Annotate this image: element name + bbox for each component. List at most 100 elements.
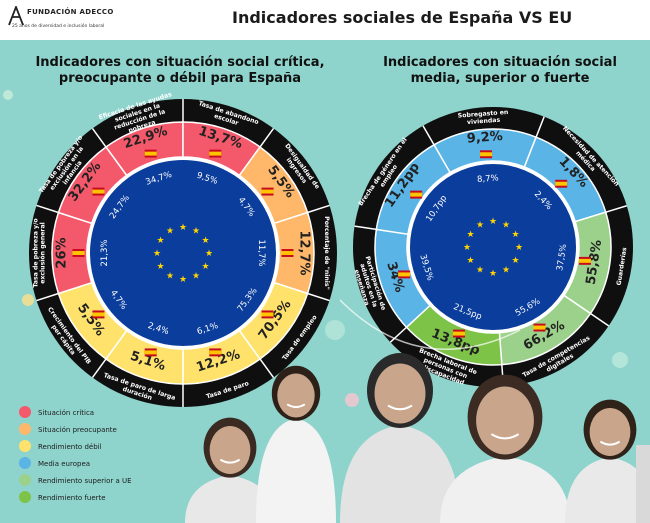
eu-star-icon: ★ bbox=[179, 223, 187, 233]
eu-star-icon: ★ bbox=[192, 272, 200, 282]
spain-flag-icon bbox=[144, 348, 157, 357]
eu-star-icon: ★ bbox=[153, 249, 161, 259]
legend-swatch bbox=[19, 406, 31, 418]
person-edge bbox=[636, 445, 650, 523]
ring-separator bbox=[36, 292, 59, 302]
eu-value: 8,7% bbox=[477, 173, 499, 185]
legend-label: Rendimiento superior a UE bbox=[38, 477, 132, 485]
ring-separator bbox=[535, 116, 545, 138]
spain-flag-icon bbox=[480, 150, 493, 159]
legend-label: Rendimiento débil bbox=[38, 443, 102, 451]
spain-flag-icon bbox=[410, 190, 423, 199]
legend-label: Media europea bbox=[38, 460, 90, 468]
eu-value: 37,5% bbox=[555, 243, 569, 271]
legend: Situación crítica Situación preocupante Re… bbox=[19, 406, 132, 503]
people-photo bbox=[185, 299, 650, 523]
spain-value: 26% bbox=[55, 237, 70, 268]
left-chart-title: Indicadores con situación social crítica… bbox=[35, 55, 324, 70]
eu-star-icon: ★ bbox=[192, 226, 200, 236]
ring-separator bbox=[389, 326, 408, 343]
woman-photo bbox=[440, 374, 570, 523]
right-chart-title: Indicadores con situación social bbox=[383, 55, 617, 70]
eu-star-icon: ★ bbox=[489, 217, 497, 227]
spain-value: 12,7% bbox=[297, 230, 312, 275]
girl-photo bbox=[185, 417, 275, 523]
ring-separator bbox=[91, 127, 107, 148]
indicator-label: Tasa de pobreza y/oexclusión general bbox=[32, 218, 46, 287]
logo-icon bbox=[8, 6, 24, 26]
ring-separator bbox=[259, 358, 275, 379]
man-photo bbox=[340, 353, 460, 523]
eu-star-icon: ★ bbox=[476, 220, 484, 230]
spain-flag-icon bbox=[72, 249, 85, 257]
eu-disc bbox=[410, 164, 576, 330]
ring-separator bbox=[259, 127, 275, 148]
eu-star-icon: ★ bbox=[511, 230, 519, 240]
ring-separator bbox=[422, 125, 435, 146]
legend-swatch bbox=[19, 491, 31, 503]
legend-label: Situación crítica bbox=[38, 409, 94, 417]
indicator-label: Porcentaje de "ninis" bbox=[323, 216, 330, 290]
spain-flag-icon bbox=[533, 323, 546, 332]
ring-separator bbox=[590, 312, 610, 327]
ring-separator bbox=[36, 204, 59, 214]
spain-flag-icon bbox=[398, 270, 411, 279]
eu-star-icon: ★ bbox=[489, 269, 497, 279]
header: FUNDACIÓN ADECCO 25 años de diversidad e… bbox=[0, 0, 650, 40]
decor-dot bbox=[345, 393, 359, 407]
legend-swatch bbox=[19, 457, 31, 469]
left-radial-chart: Eficacia de las ayudassociales en laredu… bbox=[29, 91, 337, 407]
ring-separator bbox=[307, 204, 330, 214]
eu-star-icon: ★ bbox=[466, 230, 474, 240]
spain-flag-icon bbox=[261, 187, 274, 196]
spain-flag-icon bbox=[261, 310, 274, 319]
spain-flag-icon bbox=[453, 329, 466, 338]
ring-separator bbox=[91, 358, 107, 379]
legend-label: Rendimiento fuerte bbox=[38, 494, 106, 502]
ring-separator bbox=[307, 292, 330, 302]
indicator-label: Sobregasto enviviendas bbox=[458, 109, 510, 127]
eu-star-icon: ★ bbox=[156, 236, 164, 246]
legend-swatch bbox=[19, 440, 31, 452]
spain-flag-icon bbox=[281, 249, 294, 257]
spain-flag-icon bbox=[578, 256, 591, 265]
spain-flag-icon bbox=[92, 310, 105, 319]
legend-swatch bbox=[19, 474, 31, 486]
decor-dot bbox=[325, 320, 345, 340]
eu-star-icon: ★ bbox=[179, 275, 187, 285]
legend-label: Situación preocupante bbox=[38, 426, 117, 434]
page-title: Indicadores sociales de España VS EU bbox=[232, 8, 573, 27]
eu-star-icon: ★ bbox=[463, 243, 471, 253]
teen-girl-photo bbox=[256, 365, 336, 523]
org-name: FUNDACIÓN ADECCO bbox=[27, 8, 114, 16]
right-chart-title-line2: media, superior o fuerte bbox=[411, 71, 590, 86]
ring-separator bbox=[605, 205, 628, 213]
eu-star-icon: ★ bbox=[166, 226, 174, 236]
eu-star-icon: ★ bbox=[476, 266, 484, 276]
spain-flag-icon bbox=[92, 187, 105, 196]
eu-star-icon: ★ bbox=[201, 262, 209, 272]
spain-value: 9,2% bbox=[466, 129, 503, 147]
eu-star-icon: ★ bbox=[511, 256, 519, 266]
spain-flag-icon bbox=[209, 149, 222, 158]
boy-photo bbox=[565, 399, 650, 523]
eu-star-icon: ★ bbox=[166, 272, 174, 282]
decor-dot bbox=[3, 90, 13, 100]
eu-star-icon: ★ bbox=[502, 266, 510, 276]
eu-star-icon: ★ bbox=[205, 249, 213, 259]
left-chart-title-line2: preocupante o débil para España bbox=[59, 71, 301, 86]
spain-flag-icon bbox=[144, 149, 157, 158]
eu-value: 21,3% bbox=[100, 239, 110, 266]
ring-separator bbox=[354, 225, 377, 231]
eu-star-icon: ★ bbox=[515, 243, 523, 253]
eu-star-icon: ★ bbox=[201, 236, 209, 246]
spain-value: 55,8% bbox=[584, 239, 606, 286]
eu-star-icon: ★ bbox=[156, 262, 164, 272]
eu-star-icon: ★ bbox=[466, 256, 474, 266]
eu-value: 11,7% bbox=[256, 239, 266, 266]
spain-flag-icon bbox=[555, 179, 568, 188]
org-tagline: 25 años de diversidad e inclusión labora… bbox=[12, 24, 105, 29]
eu-star-icon: ★ bbox=[502, 220, 510, 230]
